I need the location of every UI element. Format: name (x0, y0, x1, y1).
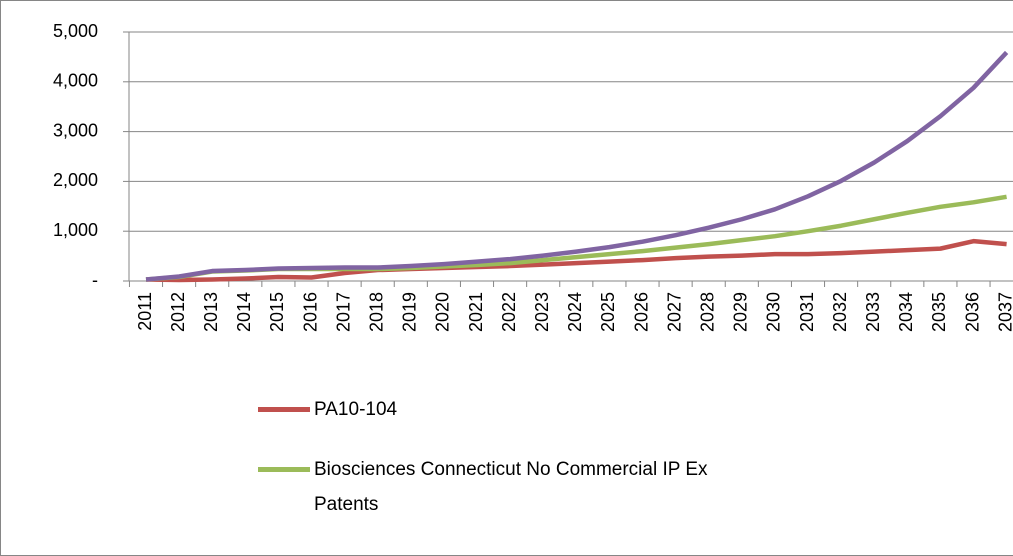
x-tick-label: 2015 (267, 292, 287, 332)
x-tick-label: 2019 (400, 292, 420, 332)
x-tick-label: 2027 (664, 292, 684, 332)
x-tick-label: 2031 (797, 292, 817, 332)
x-tick-label: 2023 (532, 292, 552, 332)
x-tick-label: 2016 (300, 292, 320, 332)
x-tick-label: 2030 (764, 292, 784, 332)
legend-label: Biosciences Connecticut No Commercial IP… (314, 459, 708, 515)
x-tick-label: 2024 (565, 292, 585, 332)
x-tick-label: 2014 (234, 292, 254, 332)
y-tick-label: 4,000 (53, 71, 98, 91)
y-tick-label: 2,000 (53, 170, 98, 190)
x-tick-label: 2029 (731, 292, 751, 332)
x-tick-label: 2032 (830, 292, 850, 332)
x-tick-label: 2017 (333, 292, 353, 332)
series-line (145, 238, 1007, 283)
x-tick-label: 2018 (366, 292, 386, 332)
legend-label: PA10-104 (314, 399, 398, 420)
x-tick-label: 2013 (201, 292, 221, 332)
x-tick-label: 2026 (631, 292, 651, 332)
series-line (145, 50, 1009, 282)
x-tick-label: 2037 (995, 292, 1013, 332)
x-tick-label: 2011 (135, 292, 155, 331)
x-tick-label: 2036 (962, 292, 982, 332)
x-tick-label: 2025 (598, 292, 618, 332)
x-tick-label: 2022 (499, 292, 519, 332)
x-tick-label: 2012 (168, 292, 188, 332)
y-tick-label: 5,000 (53, 21, 98, 41)
legend-swatch (258, 467, 310, 472)
x-tick-label: 2021 (466, 292, 486, 332)
x-tick-label: 2035 (929, 292, 949, 332)
y-tick-label: - (92, 270, 98, 290)
x-tick-label: 2020 (433, 292, 453, 332)
y-tick-label: 1,000 (53, 220, 98, 240)
y-tick-label: 3,000 (53, 120, 98, 140)
x-tick-label: 2033 (863, 292, 883, 332)
x-tick-label: 2028 (697, 292, 717, 332)
legend-swatch (258, 407, 310, 412)
x-tick-label: 2034 (896, 292, 916, 332)
